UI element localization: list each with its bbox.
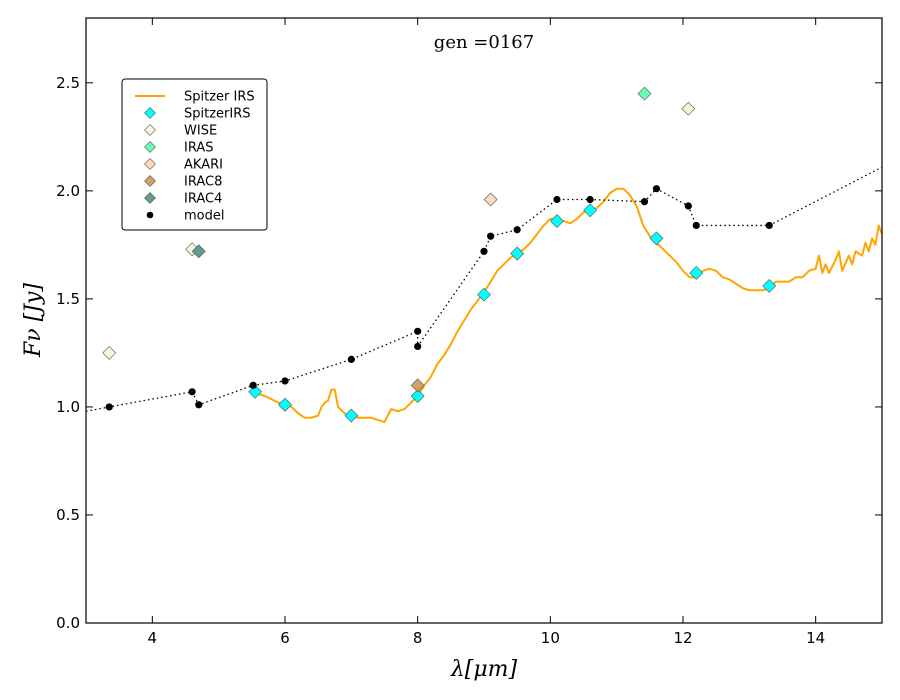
x-tick-label: 12 [673,629,692,647]
point-model [487,232,495,240]
point-model [640,198,649,206]
legend-swatch-akari [144,158,156,170]
point-model [347,355,355,363]
legend-swatch-spitzerirs [144,107,156,119]
point-model [281,377,289,385]
point-model [414,342,422,351]
y-tick-label: 1.5 [56,290,80,308]
point-model [513,226,521,234]
point-model [652,185,661,193]
legend-label-akari: AKARI [184,158,223,173]
point-model [684,202,692,210]
point-spitzerirs [689,266,704,280]
point-model [414,327,422,335]
point-model [553,195,561,204]
legend-label-irac8: IRAC8 [184,175,222,190]
legend-swatch-wise [144,124,156,136]
y-tick-label: 1.0 [56,398,80,416]
point-spitzerirs [278,397,292,412]
plot-area [86,86,882,424]
x-tick-label: 8 [413,629,423,647]
y-tick-label: 0.5 [56,506,80,524]
point-model [249,381,257,389]
y-tick-label: 2.0 [56,182,80,200]
point-model [480,247,488,255]
y-tick-label: 0.0 [56,614,80,632]
x-tick-label: 4 [148,629,158,647]
y-axis-title: Fν [Jy] [21,283,46,358]
point-model [195,401,203,409]
point-model [586,195,594,204]
legend: Spitzer IRS SpitzerIRS WISE IRAS AKARI IRAC8 I… [121,78,268,231]
plot-frame [85,17,883,624]
point-model [188,388,196,396]
legend-swatch-iras [144,141,156,153]
legend-label-spitzerirs: SpitzerIRS [184,107,251,122]
point-model [105,403,113,411]
point-spitzerirs [550,214,564,229]
y-tick-label: 2.5 [56,74,80,92]
point-akari [483,192,498,207]
x-tick-label: 6 [280,629,290,647]
legend-box [121,78,268,231]
point-wise [681,101,696,116]
legend-label-wise: WISE [184,124,217,139]
legend-label-irac4: IRAC4 [184,192,222,207]
point-irac8 [410,378,425,393]
point-iras [637,86,652,101]
chart-title: gen =0167 [434,32,534,53]
point-spitzerirs [762,279,777,293]
legend-swatch-irac8 [144,175,156,187]
point-model [765,221,773,230]
legend-swatch-model [146,211,154,219]
legend-label-iras: IRAS [184,141,214,156]
x-tick-label: 14 [806,629,825,647]
legend-label-spitzer-irs: Spitzer IRS [184,90,255,105]
legend-swatch-irac4 [144,192,156,204]
point-spitzerirs [344,408,359,423]
axis-ticks: 4 6 8 10 12 14 0.0 0.5 1.0 1.5 2.0 2.5 [56,18,882,647]
x-tick-label: 10 [541,629,560,647]
x-axis-title: λ[μm] [450,657,518,682]
point-spitzerirs [477,287,491,302]
point-spitzerirs [410,389,425,404]
point-spitzerirs [649,231,664,246]
legend-label-model: model [184,209,224,224]
point-spitzerirs [583,203,598,218]
point-model [692,221,700,230]
point-irac4 [191,244,206,259]
point-wise [102,345,117,360]
point-spitzerirs [510,246,525,261]
